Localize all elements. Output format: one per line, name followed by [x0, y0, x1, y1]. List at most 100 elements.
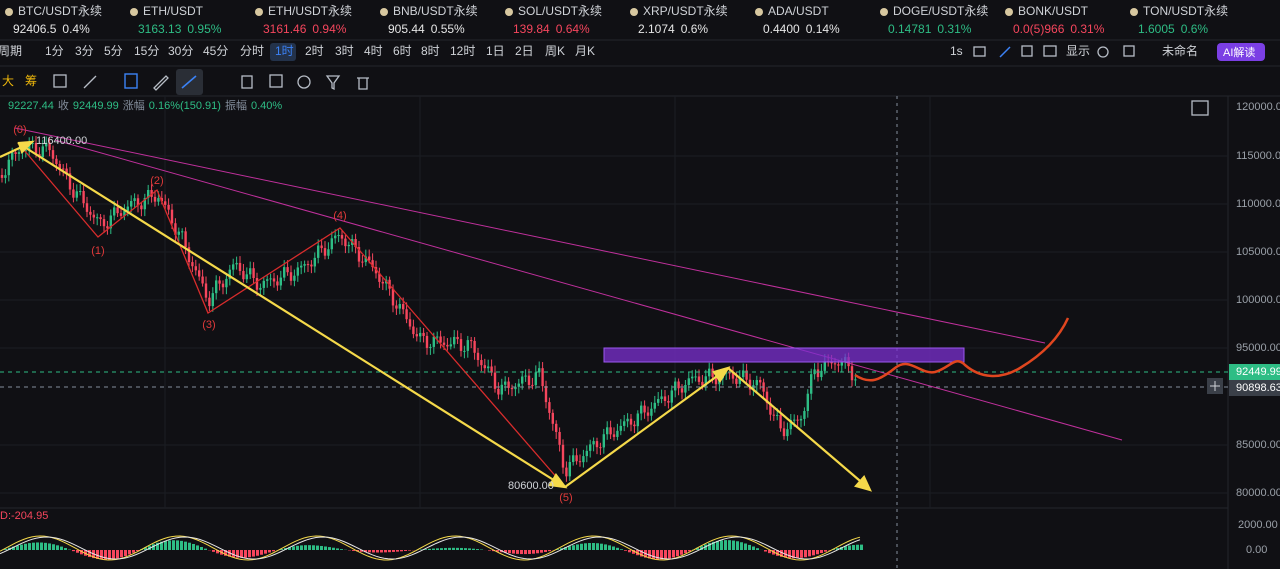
macd-bar — [584, 543, 587, 550]
candle — [228, 269, 231, 279]
ai-button[interactable]: AI解读 — [1223, 45, 1255, 59]
candle — [429, 346, 432, 348]
tool-icon[interactable] — [269, 74, 283, 88]
interval[interactable]: 1s — [950, 44, 963, 58]
expand-icon[interactable] — [1191, 100, 1209, 116]
timeframe[interactable]: 周K — [545, 44, 565, 58]
settings-icon[interactable] — [1097, 46, 1109, 58]
fullscreen-icon[interactable] — [1123, 45, 1135, 57]
candle — [4, 175, 7, 178]
ticker-icon — [1130, 8, 1138, 16]
ticker-quote: 0.4400 0.14% — [763, 22, 840, 36]
tool-icon[interactable] — [357, 77, 369, 90]
macd-bar — [268, 550, 271, 553]
window-icon[interactable] — [1021, 45, 1033, 57]
timeframe[interactable]: 1时 — [275, 44, 294, 58]
add-icon[interactable] — [1210, 381, 1220, 391]
macd-bar — [472, 548, 475, 550]
candle — [425, 335, 429, 348]
candle — [402, 304, 405, 310]
macd-bar — [396, 550, 399, 552]
macd-bar — [712, 541, 715, 550]
timeframe[interactable]: 4时 — [364, 44, 383, 58]
candle — [755, 380, 758, 386]
candle — [153, 196, 157, 202]
macd-bar — [608, 545, 611, 550]
ticker-quote: 92406.5 0.4% — [13, 22, 90, 36]
display-button[interactable]: 显示 — [1066, 44, 1090, 58]
price-axis-label: 85000.00 — [1236, 439, 1280, 451]
timeframe[interactable]: 月K — [575, 44, 595, 58]
pen-icon[interactable] — [999, 46, 1011, 58]
macd-bar — [444, 547, 447, 550]
timeframe[interactable]: 30分 — [168, 44, 193, 58]
price-tag-bg — [1229, 364, 1280, 380]
timeframe[interactable]: 3分 — [75, 44, 94, 58]
macd-bar — [200, 546, 203, 550]
ticker-change: 0.14% — [806, 22, 840, 36]
ticker-symbol[interactable]: ETH/USDT永续 — [268, 4, 352, 18]
tool-icon[interactable] — [181, 75, 197, 89]
macd-bar — [132, 550, 135, 553]
ticker-icon — [5, 8, 13, 16]
tool-icon[interactable] — [297, 75, 311, 89]
tool-text[interactable]: 筹 — [25, 74, 37, 88]
ticker-symbol[interactable]: TON/USDT永续 — [1143, 4, 1228, 18]
macd-bar — [296, 545, 299, 550]
tool-icon[interactable] — [53, 74, 67, 88]
ticker-symbol[interactable]: BONK/USDT — [1018, 4, 1089, 18]
timeframe[interactable]: 2时 — [305, 44, 324, 58]
candle — [405, 309, 408, 320]
timeframe[interactable]: 5分 — [104, 44, 123, 58]
layout-icon[interactable] — [1043, 45, 1057, 57]
ticker-symbol[interactable]: BTC/USDT永续 — [18, 4, 102, 18]
macd-bar — [104, 550, 107, 560]
price-axis-label: 80000.00 — [1236, 487, 1280, 499]
candle — [167, 204, 170, 210]
timeframe[interactable]: 8时 — [421, 44, 440, 58]
ai-button-bg[interactable] — [1217, 43, 1265, 61]
timeframe[interactable]: 分时 — [240, 44, 264, 58]
macd-bar — [168, 540, 171, 550]
timeframe[interactable]: 12时 — [450, 44, 475, 58]
timeframe[interactable]: 周期 — [0, 44, 22, 58]
ticker-symbol[interactable]: DOGE/USDT永续 — [893, 4, 988, 18]
macd-bar — [716, 540, 719, 550]
candle — [786, 429, 789, 437]
timeframe[interactable]: 6时 — [393, 44, 412, 58]
macd-bar — [780, 550, 783, 557]
tool-icon[interactable] — [83, 75, 97, 89]
macd-bar — [580, 543, 583, 550]
macd-bar — [432, 548, 435, 550]
timeframe[interactable]: 1分 — [45, 44, 64, 58]
timeframe[interactable]: 3时 — [335, 44, 354, 58]
macd-bar — [64, 548, 67, 550]
timeframe[interactable]: 15分 — [134, 44, 159, 58]
ticker-symbol[interactable]: ETH/USDT — [143, 4, 204, 18]
ticker-price: 3161.46 — [263, 22, 307, 36]
candle — [419, 332, 422, 337]
timeframe[interactable]: 2日 — [515, 44, 534, 58]
ticker-symbol[interactable]: XRP/USDT永续 — [643, 4, 728, 18]
candle — [558, 431, 561, 445]
ticker-symbol[interactable]: BNB/USDT永续 — [393, 4, 478, 18]
macd-bar — [556, 549, 559, 550]
candle — [45, 142, 48, 147]
tool-text[interactable]: 大 — [2, 74, 14, 88]
timeframe[interactable]: 45分 — [203, 44, 228, 58]
candle — [136, 198, 140, 206]
tool-icon[interactable] — [153, 75, 169, 91]
layout-name[interactable]: 未命名 — [1162, 43, 1198, 58]
tool-icon[interactable] — [325, 75, 341, 91]
ticker-symbol[interactable]: SOL/USDT永续 — [518, 4, 602, 18]
ticker-price: 905.44 — [388, 22, 425, 36]
timeframe[interactable]: 1日 — [486, 44, 505, 58]
candle — [524, 375, 527, 377]
tool-icon[interactable] — [241, 75, 253, 89]
ticker-symbol[interactable]: ADA/USDT — [768, 4, 829, 18]
camera-icon[interactable] — [973, 46, 986, 57]
macd-bar — [60, 546, 63, 550]
tool-icon[interactable] — [124, 73, 138, 89]
candle — [497, 388, 500, 395]
